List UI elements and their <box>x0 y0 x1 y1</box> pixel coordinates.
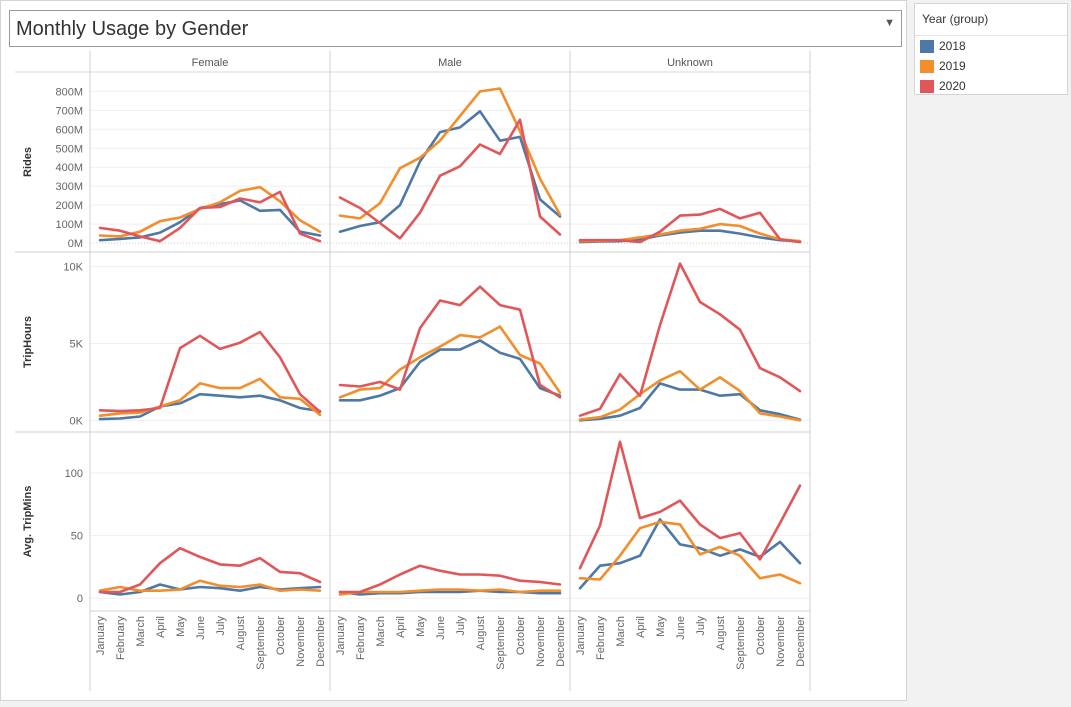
legend-label: 2019 <box>939 59 966 73</box>
series-line-2019-unknown-avg-tripmins <box>578 520 802 585</box>
series-line-2019-male-triphours <box>338 325 562 399</box>
x-tick-label: March <box>375 616 387 647</box>
series-line-2019-female-rides <box>98 185 322 238</box>
x-tick-label: February <box>355 616 367 661</box>
row-label-triphours: TripHours <box>22 316 34 368</box>
y-tick-label: 200M <box>55 200 83 212</box>
series-line-2020-unknown-triphours <box>578 262 802 418</box>
y-tick-label: 0M <box>68 238 83 250</box>
y-tick-label: 100M <box>55 219 83 231</box>
x-tick-label: June <box>675 616 687 640</box>
row-label-rides: Rides <box>22 147 34 177</box>
series-line-2020-male-triphours <box>338 285 562 399</box>
x-tick-label: June <box>435 616 447 640</box>
x-tick-label: September <box>735 616 747 670</box>
x-tick-label: January <box>575 616 587 656</box>
legend: Year (group) 2018 2019 2020 <box>914 3 1068 95</box>
y-tick-label: 50 <box>71 531 83 543</box>
y-tick-label: 100 <box>65 468 83 480</box>
series-line-2020-unknown-avg-tripmins <box>578 440 802 570</box>
y-tick-label: 5K <box>70 339 84 351</box>
x-tick-label: December <box>315 616 327 667</box>
x-tick-label: October <box>275 616 287 655</box>
x-tick-label: August <box>235 616 247 650</box>
y-tick-label: 500M <box>55 143 83 155</box>
x-tick-label: November <box>535 616 547 667</box>
x-tick-label: May <box>175 616 187 637</box>
y-tick-label: 400M <box>55 162 83 174</box>
series-line-2020-female-avg-tripmins <box>98 546 322 594</box>
legend-label: 2018 <box>939 39 966 53</box>
caret-down-icon[interactable]: ▼ <box>884 17 895 29</box>
series-line-2019-female-triphours <box>98 377 322 418</box>
x-tick-label: May <box>415 616 427 637</box>
chart-title: Monthly Usage by Gender <box>16 18 249 40</box>
x-tick-label: June <box>195 616 207 640</box>
y-tick-label: 600M <box>55 124 83 136</box>
column-header-male: Male <box>438 57 462 69</box>
y-tick-label: 300M <box>55 181 83 193</box>
series-line-2020-male-avg-tripmins <box>338 564 562 594</box>
series-line-2018-unknown-triphours <box>578 382 802 422</box>
y-tick-label: 700M <box>55 105 83 117</box>
x-tick-label: October <box>755 616 767 655</box>
y-tick-label: 0K <box>70 415 84 427</box>
x-tick-label: October <box>515 616 527 655</box>
dashboard-panel: Monthly Usage by Gender ▼ Female Male Unkn… <box>0 0 907 701</box>
legend-swatch <box>920 80 934 93</box>
series-line-2020-male-rides <box>338 118 562 240</box>
x-tick-label: August <box>715 616 727 650</box>
y-tick-label: 10K <box>63 262 83 274</box>
series-line-2020-unknown-rides <box>578 207 802 244</box>
x-tick-label: September <box>495 616 507 670</box>
x-tick-label: February <box>115 616 127 661</box>
row-label-avg-tripmins: Avg. TripMins <box>22 486 34 558</box>
x-tick-label: September <box>255 616 267 670</box>
x-tick-label: March <box>135 616 147 647</box>
series-line-2018-female-triphours <box>98 392 322 421</box>
series-line-2019-male-avg-tripmins <box>338 588 562 596</box>
small-multiples-chart: Female Male Unknown Rides 0M 100M 200M 300M 400M… <box>15 51 811 691</box>
x-tick-label: April <box>635 616 647 638</box>
x-tick-label: July <box>695 616 707 636</box>
series-line-2020-female-rides <box>98 190 322 243</box>
y-tick-label: 800M <box>55 86 83 98</box>
series-line-2020-female-triphours <box>98 330 322 414</box>
x-tick-label: April <box>155 616 167 638</box>
x-tick-label: January <box>95 616 107 656</box>
legend-title: Year (group) <box>922 12 989 26</box>
x-tick-label: April <box>395 616 407 638</box>
series-line-2019-unknown-triphours <box>578 369 802 422</box>
column-header-unknown: Unknown <box>667 57 713 69</box>
x-tick-label: February <box>595 616 607 661</box>
legend-swatch <box>920 60 934 73</box>
series-line-2018-male-triphours <box>338 339 562 402</box>
series-line-2019-female-avg-tripmins <box>98 579 322 593</box>
legend-label: 2020 <box>939 79 966 93</box>
x-tick-label: January <box>335 616 347 656</box>
x-tick-label: December <box>795 616 807 667</box>
y-tick-label: 0 <box>77 593 83 605</box>
x-tick-label: November <box>295 616 307 667</box>
legend-swatch <box>920 40 934 53</box>
legend-divider <box>915 35 1067 36</box>
x-tick-label: November <box>775 616 787 667</box>
x-tick-label: July <box>455 616 467 636</box>
x-tick-label: August <box>475 616 487 650</box>
x-tick-label: December <box>555 616 567 667</box>
x-tick-label: March <box>615 616 627 647</box>
x-tick-label: May <box>655 616 667 637</box>
column-header-female: Female <box>192 57 229 69</box>
title-bar[interactable]: Monthly Usage by Gender ▼ <box>9 10 902 47</box>
x-tick-label: July <box>215 616 227 636</box>
